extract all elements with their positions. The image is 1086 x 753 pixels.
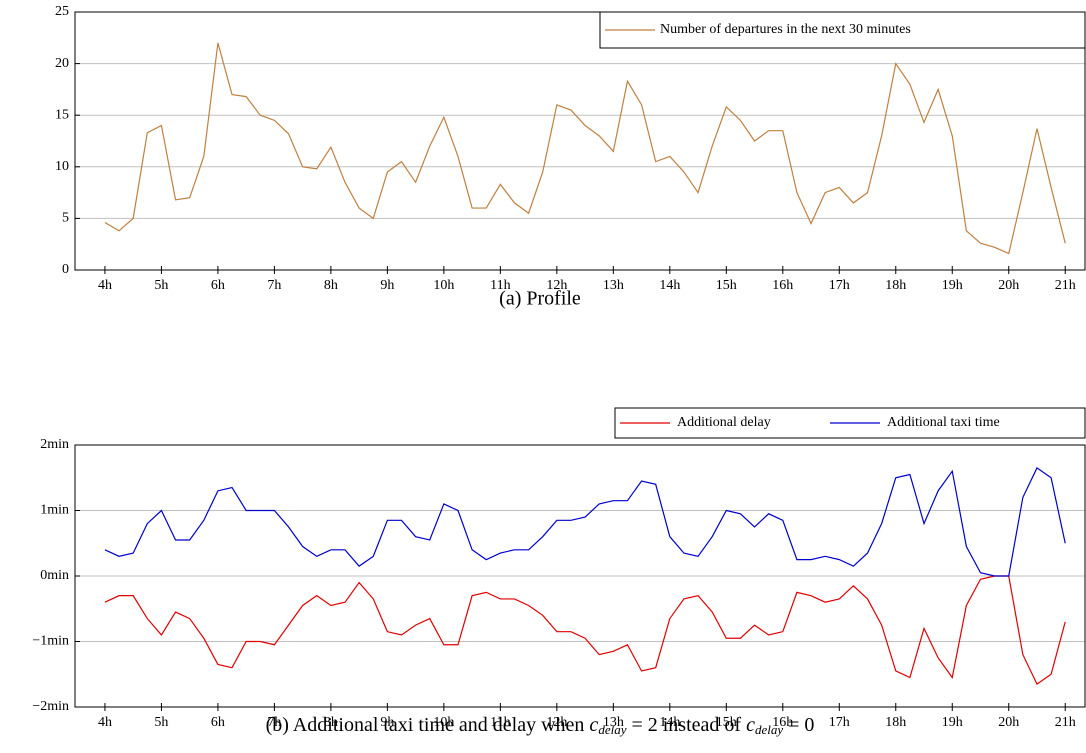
caption-part: delay	[755, 722, 783, 737]
series-line	[104, 467, 1066, 577]
legend-label: Number of departures in the next 30 minu…	[660, 22, 911, 37]
x-tick-label: 8h	[324, 278, 338, 293]
x-tick-label: 4h	[98, 715, 112, 730]
plot-frame	[74, 444, 1086, 708]
caption-part: (b) Additional taxi time and delay when	[266, 714, 585, 736]
x-tick-label: 18h	[885, 715, 906, 730]
caption: (b) Additional taxi time and delay when …	[266, 714, 815, 741]
x-tick-label: 18h	[885, 278, 906, 293]
y-tick-label: 15	[55, 107, 69, 122]
y-tick-label: 0	[62, 262, 69, 277]
x-tick-label: 5h	[154, 715, 168, 730]
x-tick-label: 7h	[267, 715, 281, 730]
y-tick-label: 20	[55, 56, 69, 71]
x-tick-label: 20h	[998, 715, 1019, 730]
legend-label: Additional taxi time	[887, 415, 1000, 430]
y-tick-label: 10	[55, 159, 69, 174]
x-tick-label: 14h	[659, 715, 680, 730]
x-tick-label: 17h	[829, 715, 850, 730]
x-tick-label: 16h	[772, 715, 793, 730]
x-tick-label: 15h	[716, 715, 737, 730]
x-tick-label: 19h	[942, 278, 963, 293]
y-tick-label: 25	[55, 4, 69, 19]
x-tick-label: 6h	[211, 715, 225, 730]
series-line	[104, 575, 1066, 685]
x-tick-label: 11h	[490, 715, 510, 730]
legend-box	[599, 11, 1086, 49]
x-tick-label: 16h	[772, 278, 793, 293]
x-tick-label: 7h	[267, 278, 281, 293]
y-tick-label: −1min	[32, 634, 69, 649]
x-tick-label: 8h	[324, 715, 338, 730]
x-tick-label: 17h	[829, 278, 850, 293]
x-tick-label: 9h	[380, 715, 394, 730]
y-tick-label: −2min	[32, 699, 69, 714]
x-tick-label: 12h	[546, 278, 567, 293]
series-line	[104, 42, 1066, 255]
x-tick-label: 12h	[546, 715, 567, 730]
caption-part: c	[589, 714, 598, 736]
x-tick-label: 5h	[154, 278, 168, 293]
caption-part: = 2 instead of	[631, 714, 741, 736]
y-tick-label: 2min	[40, 437, 69, 452]
x-tick-label: 4h	[98, 278, 112, 293]
x-tick-label: 21h	[1055, 715, 1076, 730]
x-tick-label: 10h	[433, 278, 454, 293]
x-tick-label: 19h	[942, 715, 963, 730]
plot-frame	[74, 11, 1086, 271]
caption-part: delay	[598, 722, 626, 737]
x-tick-label: 13h	[603, 278, 624, 293]
x-tick-label: 10h	[433, 715, 454, 730]
x-tick-label: 14h	[659, 278, 680, 293]
x-tick-label: 11h	[490, 278, 510, 293]
caption: (a) Profile	[499, 288, 581, 310]
x-tick-label: 9h	[380, 278, 394, 293]
x-tick-label: 13h	[603, 715, 624, 730]
x-tick-label: 15h	[716, 278, 737, 293]
y-tick-label: 1min	[40, 503, 69, 518]
caption-part: = 0	[788, 714, 814, 736]
legend-label: Additional delay	[677, 415, 771, 430]
x-tick-label: 6h	[211, 278, 225, 293]
y-tick-label: 0min	[40, 568, 69, 583]
caption-part: c	[746, 714, 755, 736]
y-tick-label: 5	[62, 211, 69, 226]
x-tick-label: 20h	[998, 278, 1019, 293]
x-tick-label: 21h	[1055, 278, 1076, 293]
